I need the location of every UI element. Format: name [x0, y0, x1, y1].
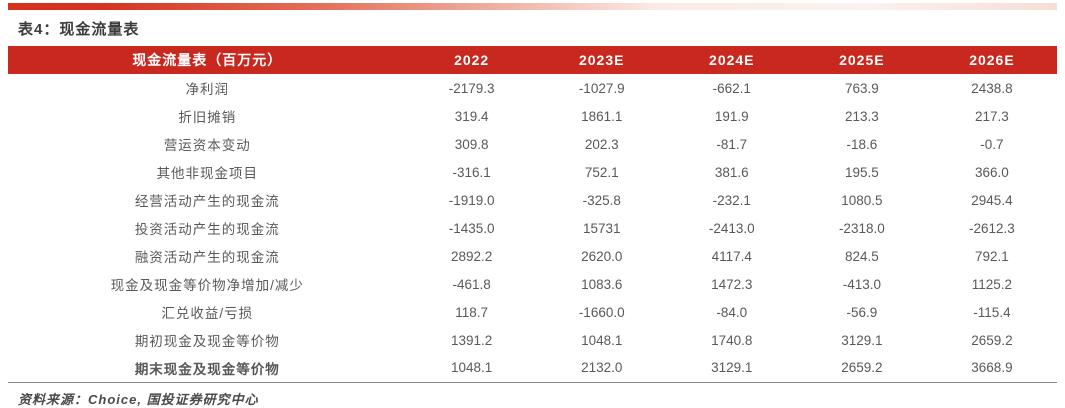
cell: 381.6	[714, 164, 749, 180]
row-label: 净利润	[185, 82, 230, 97]
row-label: 经营活动产生的现金流	[134, 194, 280, 209]
cell: -56.9	[846, 304, 878, 320]
row-label: 期末现金及现金等价物	[8, 354, 407, 383]
cell: 1861.1	[581, 108, 623, 124]
cell: 752.1	[584, 164, 619, 180]
cell: 1083.6	[581, 276, 623, 292]
table-row: 折旧摊销 319.4 1861.1 191.9 213.3 217.3	[8, 102, 1057, 130]
accent-gradient-bar	[8, 3, 1057, 10]
cell: -325.8	[582, 192, 621, 208]
table-row: 其他非现金项目 -316.1 752.1 381.6 195.5 366.0	[8, 158, 1057, 186]
cell: 3129.1	[666, 354, 797, 383]
row-label: 现金及现金等价物净增加/减少	[110, 278, 304, 293]
cell: 1125.2	[971, 276, 1013, 292]
table-row: 汇兑收益/亏损 118.7 -1660.0 -84.0 -56.9 -115.4	[8, 298, 1057, 326]
table-row: 经营活动产生的现金流 -1919.0 -325.8 -232.1 1080.5 …	[8, 186, 1057, 214]
cell: -18.6	[846, 136, 878, 152]
cell: 309.8	[454, 136, 489, 152]
cell: 217.3	[975, 108, 1009, 124]
cell: -461.8	[452, 276, 491, 292]
cell: -1027.9	[578, 80, 625, 96]
cell: 2945.4	[971, 192, 1013, 208]
cell: -316.1	[452, 164, 491, 180]
cell: -1435.0	[448, 220, 495, 236]
report-table-section: 表4：现金流量表 现金流量表（百万元） 2022 2023E 2024E 202…	[0, 3, 1065, 408]
table-row: 投资活动产生的现金流 -1435.0 15731 -2413.0 -2318.0…	[8, 214, 1057, 242]
cell: -2318.0	[838, 220, 885, 236]
cell: 319.4	[454, 108, 489, 124]
cell: 191.9	[714, 108, 749, 124]
cell: 3668.9	[926, 354, 1057, 383]
row-label: 融资活动产生的现金流	[134, 250, 280, 265]
cell: 824.5	[844, 248, 879, 264]
cell: 1391.2	[451, 332, 493, 348]
cash-flow-table: 现金流量表（百万元） 2022 2023E 2024E 2025E 2026E …	[8, 46, 1057, 383]
header-cell-year: 2024E	[666, 46, 797, 74]
header-cell-year: 2022	[406, 46, 537, 74]
cell: 366.0	[975, 164, 1009, 180]
cell: -232.1	[712, 192, 751, 208]
cell: 1048.1	[406, 354, 537, 383]
cell: 1472.3	[711, 276, 753, 292]
row-label: 营运资本变动	[163, 138, 251, 153]
table-row: 净利润 -2179.3 -1027.9 -662.1 763.9 2438.8	[8, 74, 1057, 102]
table-header-row: 现金流量表（百万元） 2022 2023E 2024E 2025E 2026E	[8, 46, 1057, 74]
cell: -84.0	[716, 304, 748, 320]
row-label: 期初现金及现金等价物	[134, 334, 280, 349]
cell: -2612.3	[969, 220, 1015, 236]
cell: 1048.1	[581, 332, 623, 348]
cell: 2132.0	[536, 354, 667, 383]
header-cell-year: 2023E	[536, 46, 667, 74]
cell: -115.4	[973, 304, 1011, 320]
cell: -1919.0	[448, 192, 495, 208]
cell: 2620.0	[581, 248, 623, 264]
header-cell-year: 2026E	[926, 46, 1057, 74]
table-title: 表4：现金流量表	[18, 21, 140, 38]
cell: 3129.1	[841, 332, 883, 348]
cell: -2413.0	[708, 220, 755, 236]
header-cell-year: 2025E	[796, 46, 927, 74]
table-row: 营运资本变动 309.8 202.3 -81.7 -18.6 -0.7	[8, 130, 1057, 158]
cell: 2659.2	[971, 332, 1013, 348]
cell: 195.5	[844, 164, 879, 180]
cell: -81.7	[716, 136, 748, 152]
cell: -662.1	[712, 80, 751, 96]
cell: 2438.8	[971, 80, 1013, 96]
cell: 2659.2	[796, 354, 927, 383]
cell: 4117.4	[711, 248, 752, 264]
header-cell-label: 现金流量表（百万元）	[8, 46, 407, 74]
row-label: 折旧摊销	[178, 110, 237, 125]
cell: -0.7	[980, 136, 1004, 152]
cell: 118.7	[455, 304, 489, 320]
source-note: 资料来源：Choice, 国投证券研究中心	[18, 391, 259, 407]
cell: -1660.0	[578, 304, 625, 320]
cell: 213.3	[844, 108, 879, 124]
cell: 1080.5	[841, 192, 883, 208]
table-row: 期初现金及现金等价物 1391.2 1048.1 1740.8 3129.1 2…	[8, 326, 1057, 354]
cell: 763.9	[844, 80, 879, 96]
table-row: 融资活动产生的现金流 2892.2 2620.0 4117.4 824.5 79…	[8, 242, 1057, 270]
cell: 1740.8	[711, 332, 753, 348]
cell: 2892.2	[451, 248, 493, 264]
row-label: 汇兑收益/亏损	[161, 306, 254, 321]
row-label: 其他非现金项目	[156, 166, 259, 181]
cell: 202.3	[584, 136, 619, 152]
cell: 792.1	[975, 248, 1009, 264]
cell: -413.0	[842, 276, 881, 292]
cell: 15731	[582, 220, 621, 236]
table-row: 现金及现金等价物净增加/减少 -461.8 1083.6 1472.3 -413…	[8, 270, 1057, 298]
table-row-total: 期末现金及现金等价物 1048.1 2132.0 3129.1 2659.2 3…	[8, 354, 1057, 383]
cell: -2179.3	[448, 80, 495, 96]
row-label: 投资活动产生的现金流	[134, 222, 280, 237]
